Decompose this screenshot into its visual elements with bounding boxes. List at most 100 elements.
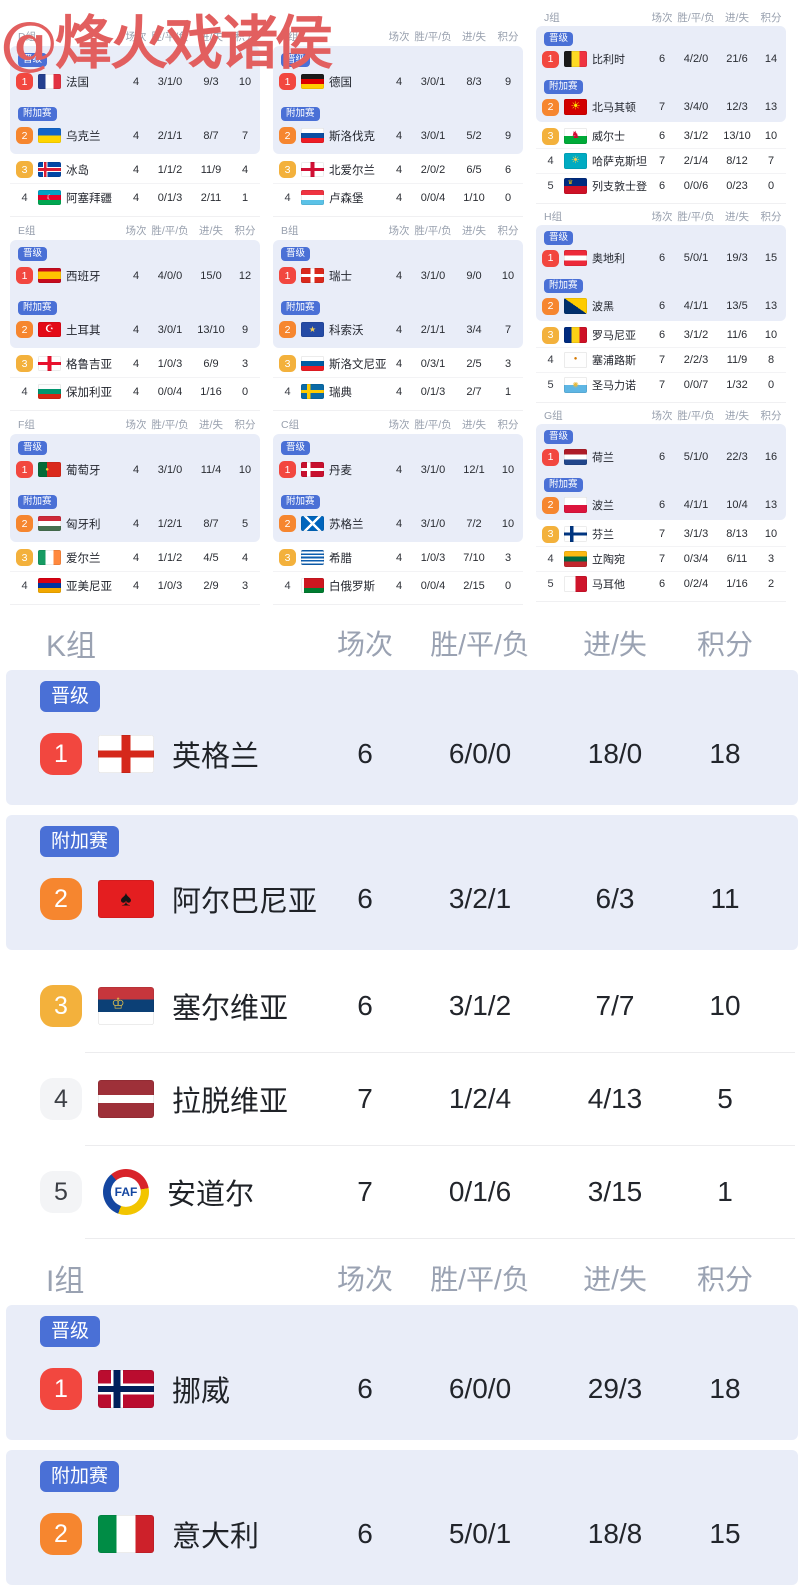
team-row-spain[interactable]: 1 西班牙 4 4/0/0 15/0 12 [10, 262, 260, 289]
rank-badge: 4 [547, 553, 554, 565]
team-row-lithuania[interactable]: 4 立陶宛 7 0/3/4 6/11 3 [536, 547, 786, 572]
points-value: 3 [767, 553, 775, 565]
table-header: F组 场次 胜/平/负 进/失 积分 [10, 414, 260, 434]
team-row-hungary[interactable]: 2 匈牙利 4 1/2/1 8/7 5 [10, 510, 260, 537]
netherlands-flag-icon [564, 449, 587, 465]
team-name: 乌克兰 [66, 130, 101, 143]
team-row-switzerland[interactable]: 1 瑞士 4 3/1/0 9/0 10 [273, 262, 523, 289]
points-value: 2 [767, 578, 775, 590]
team-row-andorra[interactable]: 5 FAF 安道尔 7 0/1/6 3/15 1 [0, 1146, 800, 1238]
team-name: 阿塞拜疆 [66, 192, 112, 205]
highlight-block: 晋级 1 荷兰 6 5/1/0 22/3 16 [536, 424, 786, 472]
team-row-malta[interactable]: 5 马耳他 6 0/2/4 1/16 2 [536, 572, 786, 596]
team-row-slovenia[interactable]: 3 斯洛文尼亚 4 0/3/1 2/5 3 [273, 350, 523, 378]
team-name: 奥地利 [592, 253, 625, 265]
team-row-finland[interactable]: 3 芬兰 7 3/1/3 8/13 10 [536, 522, 786, 547]
team-row-liechtenstein[interactable]: 5 ♛ 列支敦士登 6 0/0/6 0/23 0 [536, 174, 786, 198]
team-row-n_macedonia[interactable]: 2 ☀ 北马其顿 7 3/4/0 12/3 13 [536, 95, 786, 119]
rank-badge: 2 [279, 515, 296, 532]
team-row-sweden[interactable]: 4 瑞典 4 0/1/3 2/7 1 [273, 378, 523, 405]
andorra-flag-icon: FAF [103, 1169, 149, 1215]
table-header: D组 场次 胜/平/负 进/失 积分 [10, 26, 260, 46]
team-row-denmark[interactable]: 1 丹麦 4 3/1/0 12/1 10 [273, 456, 523, 483]
team-row-san_marino[interactable]: 5 ◉ 圣马力诺 7 0/0/7 1/32 0 [536, 373, 786, 397]
goals-value: 2/5 [466, 357, 482, 370]
wdl-value: 1/1/2 [157, 163, 183, 176]
wdl-value: 3/1/0 [157, 463, 183, 476]
team-row-portugal[interactable]: 1 ● 葡萄牙 4 3/1/0 11/4 10 [10, 456, 260, 483]
poland-flag-icon [564, 497, 587, 513]
team-row-belarus[interactable]: 4 白俄罗斯 4 0/0/4 2/15 0 [273, 572, 523, 599]
team-row-norway[interactable]: 1 挪威 6 6/0/0 29/3 18 [6, 1350, 798, 1428]
team-row-kazakhstan[interactable]: 4 ☀ 哈萨克斯坦 7 2/1/4 8/12 7 [536, 149, 786, 174]
points-value: 9 [504, 129, 512, 142]
finland-flag-icon [564, 526, 587, 542]
team-name: 葡萄牙 [66, 464, 101, 477]
team-row-italy[interactable]: 2 意大利 6 5/0/1 18/8 15 [6, 1495, 798, 1573]
group-label: E组 [18, 224, 36, 237]
team-row-luxembourg[interactable]: 4 卢森堡 4 0/0/4 1/10 0 [273, 184, 523, 211]
team-cell: 4 拉脱维亚 [40, 1078, 320, 1120]
wdl-value: 3/1/3 [683, 528, 709, 540]
points-value: 13 [764, 499, 778, 511]
team-row-kosovo[interactable]: 2 ★ 科索沃 4 2/1/1 3/4 7 [273, 316, 523, 343]
team-row-ukraine[interactable]: 2 乌克兰 4 2/1/1 8/7 7 [10, 122, 260, 149]
team-cell: 3 北爱尔兰 [273, 161, 387, 178]
team-name: 意大利 [172, 1521, 260, 1553]
team-row-bulgaria[interactable]: 4 保加利亚 4 0/0/4 1/16 0 [10, 378, 260, 405]
team-row-albania[interactable]: 2 ♠ 阿尔巴尼亚 6 3/2/1 6/3 11 [6, 860, 798, 938]
team-row-poland[interactable]: 2 波兰 6 4/1/1 10/4 13 [536, 493, 786, 517]
mini-groups-grid: D组 场次 胜/平/负 进/失 积分 晋级 1 法国 4 3/1/0 9/3 10 附加赛 2 乌克兰 4 2/… [0, 0, 800, 608]
points-value: 0 [767, 379, 775, 391]
points-value: 10 [238, 463, 252, 476]
games-value: 4 [132, 323, 140, 336]
team-row-slovakia[interactable]: 2 斯洛伐克 4 3/0/1 5/2 9 [273, 122, 523, 149]
team-row-ireland[interactable]: 3 爱尔兰 4 1/1/2 4/5 4 [10, 544, 260, 572]
team-row-iceland[interactable]: 3 冰岛 4 1/1/2 11/9 4 [10, 156, 260, 184]
denmark-flag-icon [301, 461, 324, 478]
flag-emblem-icon: ★ [308, 324, 317, 334]
goals-value: 18/8 [587, 1518, 643, 1549]
team-cell: 1 英格兰 [40, 733, 320, 775]
team-row-france[interactable]: 1 法国 4 3/1/0 9/3 10 [10, 68, 260, 95]
team-row-azerbaijan[interactable]: 4 ☾ 阿塞拜疆 4 0/1/3 2/11 1 [10, 184, 260, 211]
wdl-value: 3/0/1 [420, 75, 446, 88]
goals-value: 11/9 [726, 354, 748, 366]
goals-value: 13/5 [726, 300, 748, 312]
team-row-armenia[interactable]: 4 亚美尼亚 4 1/0/3 2/9 3 [10, 572, 260, 599]
rank-badge: 4 [21, 385, 28, 398]
team-row-scotland[interactable]: 2 苏格兰 4 3/1/0 7/2 10 [273, 510, 523, 537]
portugal-flag-icon: ● [38, 461, 61, 478]
team-name: 波黑 [592, 301, 614, 313]
group-label: I组 [46, 1265, 85, 1298]
team-name: 匈牙利 [66, 518, 101, 531]
team-cell: 3 ♞ 威尔士 [536, 127, 650, 145]
team-row-bosnia[interactable]: 2 波黑 6 4/1/1 13/5 13 [536, 294, 786, 318]
goals-value: 2/15 [463, 579, 485, 592]
team-row-n_ireland[interactable]: 3 北爱尔兰 4 2/0/2 6/5 6 [273, 156, 523, 184]
team-row-latvia[interactable]: 4 拉脱维亚 7 1/2/4 4/13 5 [0, 1053, 800, 1145]
rank-badge: 4 [284, 191, 291, 204]
highlight-block: 晋级 1 丹麦 4 3/1/0 12/1 10 [273, 434, 523, 488]
highlight-block: 附加赛 2 ☪ 土耳其 4 3/0/1 13/10 9 [10, 294, 260, 348]
team-name: 阿尔巴尼亚 [172, 886, 318, 918]
team-row-serbia[interactable]: 3 ♔ 塞尔维亚 6 3/1/2 7/7 10 [0, 960, 800, 1052]
team-row-romania[interactable]: 3 罗马尼亚 6 3/1/2 11/6 10 [536, 323, 786, 348]
highlight-block: 晋级 1 奥地利 6 5/0/1 19/3 15 [536, 225, 786, 273]
games-value: 4 [395, 323, 403, 336]
team-row-cyprus[interactable]: 4 ● 塞浦路斯 7 2/2/3 11/9 8 [536, 348, 786, 373]
team-row-wales[interactable]: 3 ♞ 威尔士 6 3/1/2 13/10 10 [536, 124, 786, 149]
playoff-badge: 附加赛 [281, 300, 320, 315]
team-row-england[interactable]: 1 英格兰 6 6/0/0 18/0 18 [6, 715, 798, 793]
team-row-netherlands[interactable]: 1 荷兰 6 5/1/0 22/3 16 [536, 445, 786, 469]
team-row-germany[interactable]: 1 德国 4 3/0/1 8/3 9 [273, 68, 523, 95]
team-row-austria[interactable]: 1 奥地利 6 5/0/1 19/3 15 [536, 246, 786, 270]
team-row-georgia[interactable]: 3 格鲁吉亚 4 1/0/3 6/9 3 [10, 350, 260, 378]
team-row-turkey[interactable]: 2 ☪ 土耳其 4 3/0/1 13/10 9 [10, 316, 260, 343]
points-value: 0 [241, 385, 249, 398]
team-name: 土耳其 [66, 324, 101, 337]
team-name: 挪威 [172, 1376, 231, 1408]
team-row-belgium[interactable]: 1 比利时 6 4/2/0 21/6 14 [536, 47, 786, 71]
team-row-greece[interactable]: 3 希腊 4 1/0/3 7/10 3 [273, 544, 523, 572]
wdl-value: 5/0/1 [683, 252, 709, 264]
